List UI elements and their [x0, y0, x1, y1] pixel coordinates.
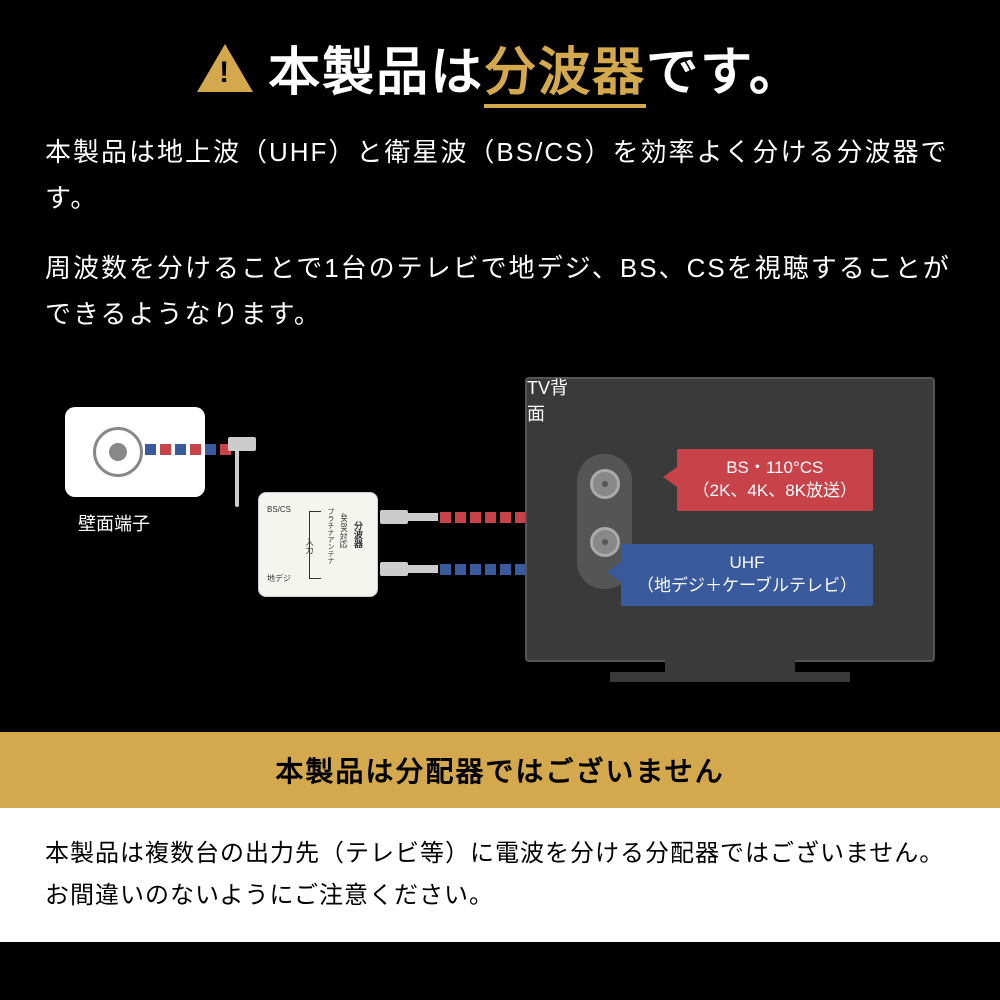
- header: 本製品は分波器です。: [0, 0, 1000, 130]
- splitter-device: BS/CS 地デジ 分波器 4K8K対応 プラチナアンテナ 入力: [258, 492, 378, 597]
- badge-red-l1: BS・110°CS: [693, 457, 857, 480]
- outlet-port: [93, 427, 143, 477]
- cable-bend: [235, 442, 239, 507]
- title-post: です。: [646, 44, 803, 102]
- arrow-blue-icon: [607, 562, 621, 582]
- connection-diagram: 壁面端子 BS/CS 地デジ 分波器 4K8K対応 プラチナアンテナ 入力 T: [30, 362, 970, 732]
- description-1: 本製品は地上波（UHF）と衛星波（BS/CS）を効率よく分ける分波器です。: [0, 130, 1000, 221]
- splitter-brand: プラチナアンテナ: [325, 508, 335, 564]
- badge-uhf: UHF （地デジ＋ケーブルテレビ）: [621, 544, 873, 606]
- badge-blue-l1: UHF: [637, 552, 857, 575]
- tv-label: TV背面: [527, 374, 578, 426]
- splitter-title: 分波器: [352, 521, 365, 548]
- warning-banner: 本製品は分配器ではございません: [0, 732, 1000, 808]
- arrow-red-icon: [663, 467, 677, 487]
- badge-red-l2: （2K、4K、8K放送）: [693, 480, 857, 503]
- warning-icon: [197, 44, 253, 92]
- page-title: 本製品は分波器です。: [268, 30, 803, 105]
- wall-label: 壁面端子: [78, 510, 150, 536]
- splitter-chideji: 地デジ: [267, 573, 291, 584]
- splitter-bracket: [309, 511, 321, 579]
- badge-bscs: BS・110°CS （2K、4K、8K放送）: [677, 449, 873, 511]
- cable-stub1: [408, 513, 438, 521]
- tv-port-uhf: [590, 527, 620, 557]
- connector-out1: [380, 510, 408, 524]
- tv-back: TV背面 BS・110°CS （2K、4K、8K放送） UHF （地デジ＋ケーブ…: [525, 377, 935, 662]
- title-highlight: 分波器: [484, 44, 646, 108]
- cable-stub2: [408, 565, 438, 573]
- title-pre: 本製品は: [268, 44, 484, 102]
- description-2: 周波数を分けることで1台のテレビで地デジ、BS、CSを視聴することができるような…: [0, 246, 1000, 337]
- connector-out2: [380, 562, 408, 576]
- splitter-4k8k: 4K8K対応: [338, 513, 349, 549]
- cable-input: [145, 444, 231, 455]
- splitter-bscs: BS/CS: [267, 505, 291, 514]
- footer-note: 本製品は複数台の出力先（テレビ等）に電波を分ける分配器ではございません。お間違い…: [0, 808, 1000, 942]
- connector-wall: [228, 437, 256, 451]
- tv-port-bs: [590, 469, 620, 499]
- tv-base: [610, 672, 850, 682]
- badge-blue-l2: （地デジ＋ケーブルテレビ）: [637, 575, 857, 598]
